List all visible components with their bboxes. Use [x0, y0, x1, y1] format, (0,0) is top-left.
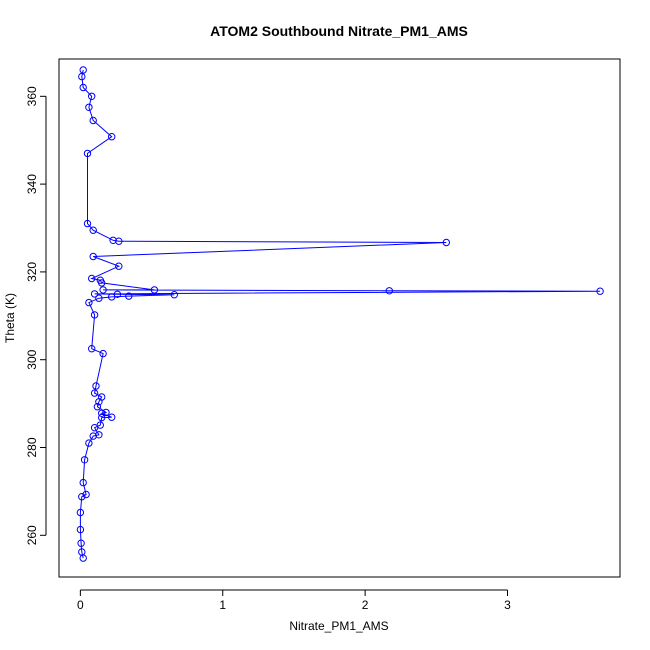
data-point: [115, 262, 123, 270]
x-tick-label: 0: [77, 598, 84, 612]
data-point: [83, 219, 92, 228]
data-point: [80, 456, 89, 464]
data-point: [79, 83, 87, 92]
y-tick-label: 360: [25, 86, 39, 106]
data-point: [150, 286, 159, 294]
data-point: [99, 286, 107, 294]
data-point: [95, 294, 103, 302]
data-point: [78, 548, 86, 556]
chart-title: ATOM2 Southbound Nitrate_PM1_AMS: [210, 23, 468, 39]
data-point: [88, 274, 96, 283]
data-point: [90, 290, 99, 298]
x-axis-label: Nitrate_PM1_AMS: [289, 619, 388, 633]
data-point: [90, 311, 99, 319]
data-point: [108, 133, 116, 141]
data-point: [98, 413, 106, 422]
data-point: [113, 290, 122, 298]
data-point: [76, 508, 85, 517]
data-point: [98, 409, 106, 417]
data-point: [109, 236, 117, 245]
data-point: [96, 276, 105, 284]
data-point: [95, 431, 103, 439]
data-point: [92, 382, 100, 390]
x-axis: 0 1 2 3: [77, 589, 511, 612]
data-point: [115, 237, 123, 245]
data-point: [96, 421, 105, 429]
data-point: [99, 349, 107, 358]
data-point: [85, 103, 93, 112]
y-axis-label: Theta (K): [3, 293, 17, 343]
data-point: [77, 539, 85, 547]
y-tick-label: 280: [25, 437, 39, 457]
data-point: [385, 287, 393, 295]
data-point: [88, 345, 96, 353]
y-axis: 260 280 300 320 340 360: [25, 86, 47, 545]
data-point: [79, 66, 87, 74]
data-point: [76, 525, 85, 534]
data-point: [89, 226, 97, 234]
series-line: [79, 69, 601, 559]
y-tick-label: 340: [25, 174, 39, 194]
data-point: [83, 149, 92, 158]
data-point: [596, 287, 604, 295]
data-point: [85, 439, 93, 447]
data-point: [98, 393, 106, 401]
y-tick-label: 320: [25, 262, 39, 282]
x-tick-label: 2: [362, 598, 369, 612]
data-point: [170, 291, 179, 299]
data-point: [89, 116, 97, 125]
data-point: [442, 238, 450, 247]
x-tick-label: 1: [219, 598, 226, 612]
data-point: [88, 92, 96, 101]
data-point: [85, 298, 93, 307]
data-point: [93, 403, 102, 411]
y-tick-label: 260: [25, 525, 39, 545]
data-point: [82, 490, 90, 499]
data-point: [108, 413, 116, 421]
data-point: [102, 408, 110, 417]
data-point: [90, 389, 99, 397]
data-point: [125, 292, 133, 300]
data-point: [78, 493, 86, 501]
x-tick-label: 3: [504, 598, 511, 612]
plot-frame: [58, 58, 621, 578]
data-point: [89, 252, 97, 261]
data-point: [79, 478, 87, 487]
y-tick-label: 300: [25, 349, 39, 369]
data-series: [76, 66, 604, 562]
